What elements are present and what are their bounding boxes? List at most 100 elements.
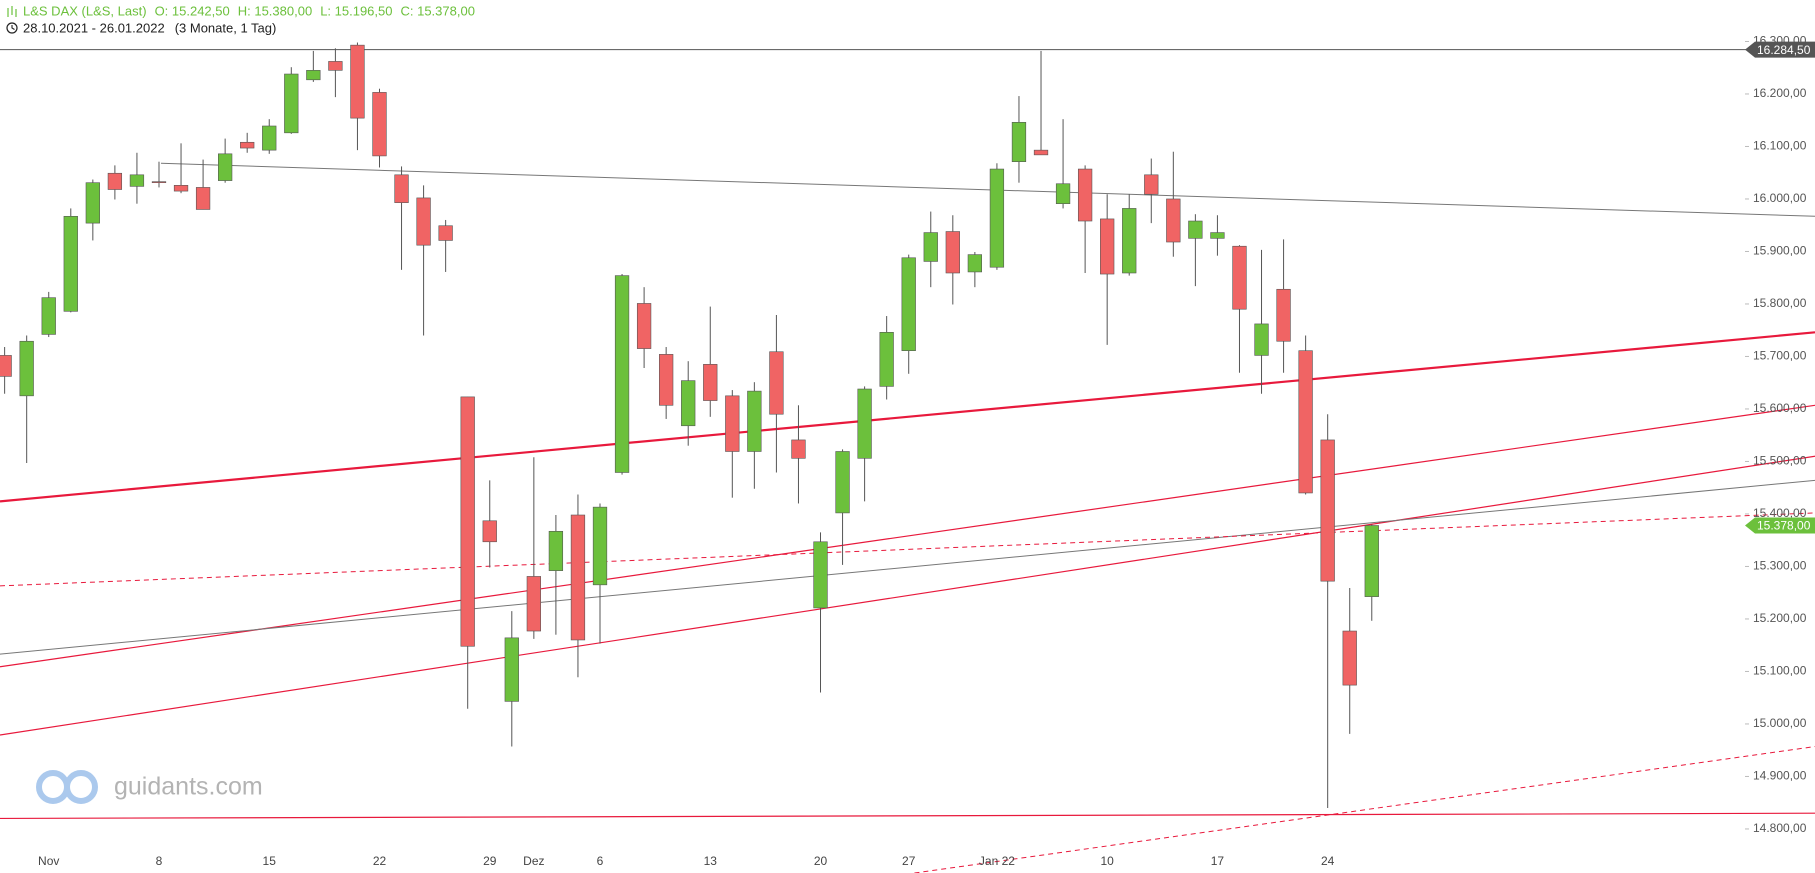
y-tick-label: 15.000,00 — [1753, 716, 1807, 730]
x-tick-label: 6 — [597, 854, 604, 868]
candle-body — [1254, 323, 1269, 356]
x-tick-label: 20 — [814, 854, 828, 868]
x-tick-label: 13 — [704, 854, 718, 868]
header-stat: C: 15.378,00 — [400, 3, 474, 18]
candle-body — [945, 231, 960, 274]
candle-body — [129, 174, 145, 187]
x-tick-label: 8 — [156, 854, 163, 868]
candle-body — [681, 380, 696, 427]
trend-line — [914, 746, 1815, 873]
candle-body — [857, 388, 872, 459]
trend-line — [160, 162, 1815, 217]
trend-line — [0, 455, 1815, 736]
candle-body — [416, 197, 431, 246]
price-marker — [1745, 517, 1815, 534]
price-marker — [1745, 41, 1815, 58]
candle-body — [306, 70, 321, 81]
clock-hands — [11, 25, 15, 30]
period: 28.10.2021 - 26.01.2022 — [23, 20, 165, 35]
trend-line — [0, 331, 1815, 503]
candle-body — [460, 396, 475, 647]
candle-body — [614, 275, 630, 473]
y-tick-label: 15.800,00 — [1753, 296, 1807, 310]
candle-body — [813, 541, 828, 609]
candle-body — [835, 451, 850, 514]
candle-body — [151, 181, 167, 183]
candle-body — [107, 172, 123, 190]
candle-body — [438, 225, 453, 241]
x-tick-label: 24 — [1321, 854, 1335, 868]
candle-body — [989, 168, 1005, 268]
x-tick-label: 15 — [263, 854, 277, 868]
y-tick-label: 16.200,00 — [1753, 86, 1807, 100]
candle-body — [659, 354, 674, 406]
y-tick-label: 15.500,00 — [1753, 454, 1807, 468]
y-tick-label: 16.000,00 — [1753, 191, 1807, 205]
logo-ring-left — [36, 770, 70, 804]
y-tick-label: 15.600,00 — [1753, 401, 1807, 415]
candle-body — [1011, 122, 1027, 162]
candle-body — [703, 364, 718, 401]
y-tick-label: 16.100,00 — [1753, 139, 1807, 153]
candle-body — [1342, 630, 1357, 686]
x-tick-label: 27 — [902, 854, 916, 868]
candle-body — [350, 44, 365, 119]
candle-body — [879, 332, 894, 387]
candle-body — [240, 141, 255, 149]
candle-body — [901, 257, 916, 351]
candle-body — [85, 182, 100, 224]
candle-body — [592, 506, 608, 586]
candle-body — [526, 576, 541, 632]
x-tick-label: 29 — [483, 854, 497, 868]
candle-body — [570, 514, 586, 641]
candle-body — [482, 520, 497, 543]
x-tick-label: Jan 22 — [979, 854, 1015, 868]
candle-body — [636, 303, 652, 349]
y-tick-label: 15.400,00 — [1753, 506, 1807, 520]
watermark: guidants.com — [36, 770, 263, 804]
symbol-icon — [7, 6, 17, 17]
candle-body — [1320, 439, 1335, 582]
candle-body — [1210, 232, 1225, 239]
trend-line — [0, 812, 1815, 820]
candle-body — [262, 125, 277, 151]
trend-line — [0, 512, 1815, 587]
candle-body — [504, 637, 519, 702]
y-tick-label: 14.800,00 — [1753, 821, 1807, 835]
candle-body — [1188, 220, 1203, 239]
candle-body — [372, 92, 387, 157]
candle-body — [791, 439, 806, 459]
x-tick-label: 10 — [1100, 854, 1114, 868]
candle-body — [328, 61, 343, 71]
candle-body — [63, 215, 78, 312]
candle-body — [173, 185, 189, 192]
candle-body — [1232, 245, 1247, 310]
clock-icon — [6, 22, 18, 34]
x-tick-label: Nov — [38, 854, 59, 868]
x-tick-label: Dez — [523, 854, 544, 868]
price-marker-label: 16.284,50 — [1757, 43, 1811, 57]
candle-body — [394, 174, 409, 203]
candle-body — [1144, 174, 1159, 195]
candle-body — [284, 73, 299, 134]
candle-body — [1122, 208, 1137, 274]
header-stat: H: 15.380,00 — [238, 3, 312, 18]
candle-body — [41, 297, 56, 335]
candle-body — [0, 355, 12, 377]
price-marker-label: 15.378,00 — [1757, 519, 1811, 533]
chart-title: L&S DAX (L&S, Last) — [23, 3, 147, 18]
candle-body — [967, 254, 983, 273]
candle-body — [1298, 350, 1313, 494]
y-tick-label: 15.100,00 — [1753, 664, 1807, 678]
candle-body — [218, 153, 233, 181]
candle-body — [747, 390, 762, 452]
candle-body — [1364, 525, 1379, 597]
candle-body — [1100, 218, 1115, 275]
watermark-text: guidants.com — [114, 773, 263, 801]
x-tick-label: 17 — [1211, 854, 1225, 868]
candle-body — [725, 395, 740, 452]
candle-body — [1166, 198, 1181, 243]
candle-body — [769, 351, 784, 415]
